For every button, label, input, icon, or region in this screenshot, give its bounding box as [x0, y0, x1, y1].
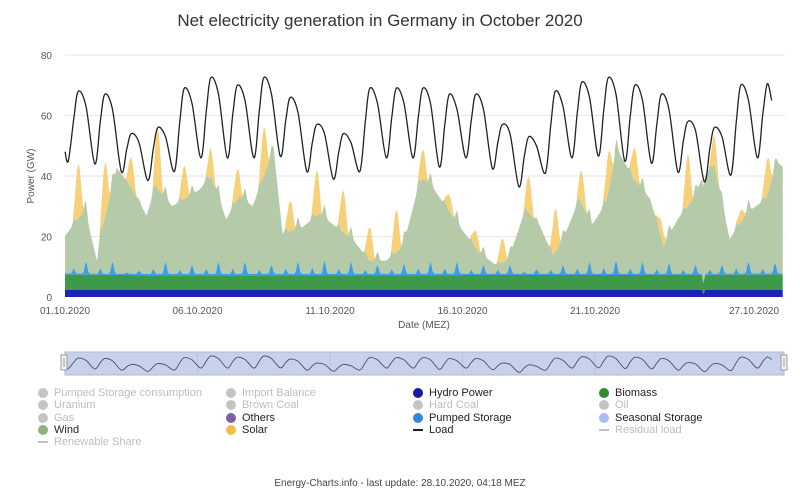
legend-label: Solar — [242, 424, 268, 437]
x-tick-label: 16.10.2020 — [437, 306, 487, 317]
x-tick-label: 21.10.2020 — [570, 306, 620, 317]
wind-area — [65, 139, 783, 283]
legend-item-residual-load[interactable]: Residual load — [599, 424, 779, 436]
legend-item-seasonal-storage[interactable]: Seasonal Storage — [599, 412, 779, 424]
legend-label: Import Balance — [242, 387, 316, 400]
navigator-handle-right[interactable] — [780, 354, 788, 371]
x-tick-label: 06.10.2020 — [172, 306, 222, 317]
legend-label: Renewable Share — [54, 436, 142, 449]
legend-dot-icon — [413, 412, 423, 423]
x-tick-label: 11.10.2020 — [305, 306, 355, 317]
legend-label: Uranium — [54, 399, 96, 412]
legend-label: Others — [242, 411, 276, 424]
x-axis: 01.10.2020 06.10.2020 11.10.2020 16.10.2020… — [40, 306, 779, 317]
legend-dot-icon — [599, 388, 609, 399]
legend-item-hard-coal[interactable]: Hard Coal — [413, 399, 599, 411]
legend-dot-icon — [38, 388, 48, 399]
legend-item-biomass[interactable]: Biomass — [599, 387, 779, 399]
navigator[interactable] — [60, 351, 788, 376]
y-tick-label: 80 — [41, 51, 53, 62]
legend-label: Wind — [54, 424, 80, 437]
legend-label: Hydro Power — [429, 387, 493, 400]
legend-item-solar[interactable]: Solar — [226, 424, 413, 436]
legend-dot-icon — [226, 400, 236, 411]
y-tick-label: 20 — [41, 233, 53, 244]
legend-label: Brown Coal — [242, 399, 299, 412]
legend-label: Gas — [54, 411, 75, 424]
legend-item-brown-coal[interactable]: Brown Coal — [226, 399, 413, 411]
legend: Pumped Storage consumption Import Balance… — [38, 387, 779, 448]
legend-item-pumped-storage-consumption[interactable]: Pumped Storage consumption — [38, 387, 226, 399]
pumped-storage-area — [65, 260, 783, 284]
legend-item-uranium[interactable]: Uranium — [38, 399, 226, 411]
legend-item-import-balance[interactable]: Import Balance — [226, 387, 413, 399]
legend-label: Hard Coal — [429, 399, 479, 412]
legend-item-others[interactable]: Others — [226, 412, 413, 424]
legend-dot-icon — [226, 388, 236, 399]
chart-title: Net electricity generation in Germany in… — [177, 11, 582, 30]
x-axis-title: Date (MEZ) — [398, 320, 450, 331]
legend-label: Oil — [615, 399, 629, 412]
legend-dot-icon — [38, 400, 48, 411]
legend-item-oil[interactable]: Oil — [599, 399, 779, 411]
legend-dot-icon — [38, 412, 48, 423]
y-axis: 0 20 40 60 80 — [41, 51, 53, 304]
legend-line-icon — [413, 429, 423, 432]
legend-label: Pumped Storage — [429, 411, 512, 424]
legend-item-gas[interactable]: Gas — [38, 412, 226, 424]
legend-dot-icon — [226, 412, 236, 423]
y-tick-label: 0 — [46, 293, 52, 304]
legend-label: Pumped Storage consumption — [54, 387, 202, 400]
legend-item-hydro-power[interactable]: Hydro Power — [413, 387, 599, 399]
footer-last-update: Energy-Charts.info - last update: 28.10.… — [274, 478, 526, 489]
hydro-area — [65, 290, 783, 297]
legend-label: Residual load — [615, 424, 682, 437]
navigator-handle-left[interactable] — [60, 354, 68, 371]
biomass-area — [65, 274, 783, 294]
y-axis-title: Power (GW) — [26, 149, 37, 204]
generation-chart: Net electricity generation in Germany in… — [26, 11, 788, 376]
x-tick-label: 27.10.2020 — [729, 306, 779, 317]
legend-label: Load — [429, 424, 454, 437]
legend-dot-icon — [413, 400, 423, 411]
legend-item-wind[interactable]: Wind — [38, 424, 226, 436]
navigator-load-line — [64, 355, 772, 373]
legend-label: Biomass — [615, 387, 658, 400]
legend-item-pumped-storage[interactable]: Pumped Storage — [413, 412, 599, 424]
legend-dot-icon — [226, 425, 236, 436]
solar-area — [65, 127, 783, 265]
legend-dot-icon — [599, 400, 609, 411]
legend-line-icon — [599, 429, 609, 432]
legend-item-renewable-share[interactable]: Renewable Share — [38, 436, 226, 448]
y-tick-label: 40 — [41, 172, 53, 183]
load-line — [64, 76, 773, 188]
legend-line-icon — [38, 441, 48, 444]
legend-item-load[interactable]: Load — [413, 424, 599, 436]
legend-label: Seasonal Storage — [615, 411, 703, 424]
y-tick-label: 60 — [41, 112, 53, 123]
line-series — [64, 76, 773, 188]
x-tick-label: 01.10.2020 — [40, 306, 90, 317]
stacked-areas — [65, 127, 783, 297]
legend-dot-icon — [38, 425, 48, 436]
legend-dot-icon — [413, 388, 423, 399]
legend-dot-icon — [599, 412, 609, 423]
navigator-window[interactable] — [64, 351, 785, 376]
